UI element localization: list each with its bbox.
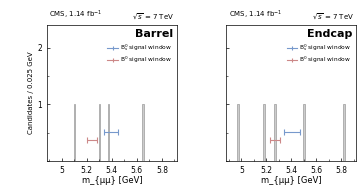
Text: $\sqrt{s}$ = 7 TeV: $\sqrt{s}$ = 7 TeV	[132, 11, 174, 21]
Y-axis label: Candidates / 0.025 GeV: Candidates / 0.025 GeV	[28, 52, 35, 134]
Bar	[73, 104, 75, 161]
Bar	[142, 104, 144, 161]
Text: Barrel: Barrel	[135, 29, 173, 39]
Bar	[303, 104, 305, 161]
Text: Endcap: Endcap	[307, 29, 352, 39]
Bar	[108, 104, 109, 161]
Bar	[274, 104, 276, 161]
Text: CMS, 1.14 fb$^{-1}$: CMS, 1.14 fb$^{-1}$	[49, 9, 103, 21]
Legend: B$_s^0$ signal window, B$^0$ signal window: B$_s^0$ signal window, B$^0$ signal wind…	[105, 40, 174, 68]
Legend: B$_s^0$ signal window, B$^0$ signal window: B$_s^0$ signal window, B$^0$ signal wind…	[284, 40, 354, 68]
Bar	[343, 104, 345, 161]
Bar	[238, 104, 239, 161]
X-axis label: m_{μμ} [GeV]: m_{μμ} [GeV]	[81, 176, 142, 185]
X-axis label: m_{μμ} [GeV]: m_{μμ} [GeV]	[261, 176, 322, 185]
Bar	[263, 104, 265, 161]
Bar	[99, 104, 100, 161]
Text: CMS, 1.14 fb$^{-1}$: CMS, 1.14 fb$^{-1}$	[229, 9, 282, 21]
Text: $\sqrt{s}$ = 7 TeV: $\sqrt{s}$ = 7 TeV	[312, 11, 354, 21]
